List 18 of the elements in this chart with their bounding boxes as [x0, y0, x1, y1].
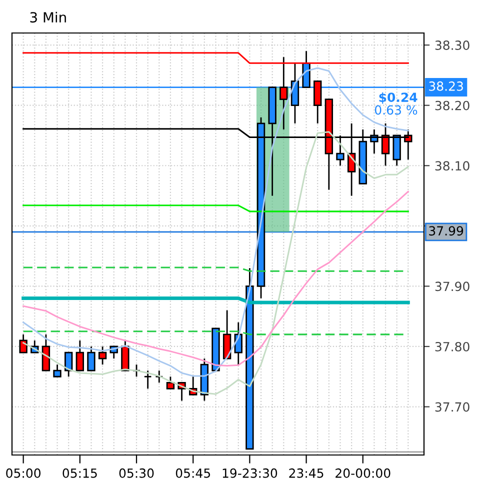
y-tick-label: 38.20 — [435, 100, 470, 110]
y-tick-label: 37.90 — [435, 282, 470, 292]
x-tick-label: 23:45 — [289, 468, 324, 478]
x-tick-label: 05:00 — [6, 468, 40, 478]
annotation: 0.63 % — [374, 105, 418, 115]
ref-line-label: 37.99 — [429, 226, 464, 236]
y-tick-label: 37.70 — [435, 402, 470, 412]
y-tick-label: 37.80 — [435, 342, 470, 352]
y-tick-label: 38.30 — [435, 40, 470, 50]
x-tick-label: 05:30 — [119, 468, 154, 478]
annotation: $0.24 — [379, 92, 418, 104]
x-tick-label: 20-00:00 — [336, 468, 390, 478]
y-tick-label: 38.10 — [435, 161, 470, 171]
x-tick-label: 05:45 — [176, 468, 210, 478]
x-tick-label: 05:15 — [62, 468, 97, 478]
chart-title: 3 Min — [30, 12, 66, 23]
ref-line-label: 38.23 — [429, 81, 463, 91]
x-tick-label: 19-23:30 — [222, 468, 278, 478]
